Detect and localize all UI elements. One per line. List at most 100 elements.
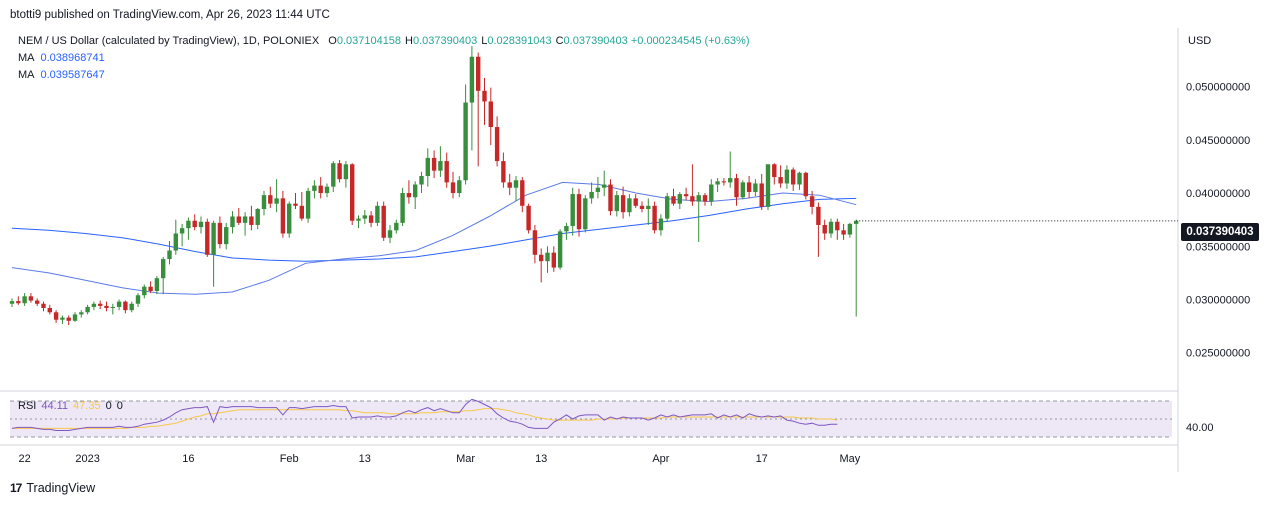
candle-body bbox=[331, 163, 336, 187]
candle-body bbox=[633, 198, 638, 206]
candle-body bbox=[135, 295, 141, 304]
candle-body bbox=[463, 102, 468, 181]
candle-body bbox=[41, 303, 46, 309]
tradingview-name: TradingView bbox=[26, 481, 96, 495]
candle-body bbox=[539, 254, 544, 262]
candle-body bbox=[583, 198, 588, 230]
candle-body bbox=[104, 305, 109, 309]
candle-body bbox=[142, 286, 147, 296]
candle-body bbox=[116, 301, 122, 307]
ma1-label: MA bbox=[18, 52, 35, 64]
candle-body bbox=[545, 252, 550, 262]
ma2-value: 0.039587647 bbox=[40, 69, 105, 81]
ohlc-value: 0.037390403 bbox=[413, 35, 478, 47]
candle-body bbox=[305, 190, 311, 219]
ohlc-value: 0.037104158 bbox=[336, 35, 402, 47]
candle-body bbox=[431, 157, 437, 171]
candle-body bbox=[450, 182, 456, 194]
ohlc-value: 0.037390403 bbox=[563, 35, 628, 47]
price-tick-label: 0.035000000 bbox=[1186, 241, 1250, 253]
candle-body bbox=[627, 198, 632, 213]
candle-body bbox=[186, 220, 191, 229]
candle-body bbox=[652, 205, 657, 231]
tradingview-brand[interactable]: 17 TradingView bbox=[10, 481, 95, 495]
candle-body bbox=[261, 195, 267, 209]
symbol-title: NEM / US Dollar (calculated by TradingVi… bbox=[18, 35, 320, 47]
candle-body bbox=[173, 233, 178, 251]
candle-body bbox=[205, 221, 210, 255]
candle-body bbox=[249, 216, 254, 225]
candle-body bbox=[797, 172, 802, 185]
candle-body bbox=[671, 196, 676, 204]
candle-body bbox=[620, 195, 626, 213]
ohlc-l: L0.028391043 bbox=[481, 35, 551, 47]
time-tick-label: 22 bbox=[18, 453, 30, 465]
ohlc-label: H bbox=[405, 35, 413, 47]
candle-body bbox=[236, 216, 241, 223]
price-tick-label: 0.045000000 bbox=[1186, 135, 1250, 147]
candle-body bbox=[557, 231, 563, 268]
ohlc-values: O0.037104158 H0.037390403 L0.028391043 C0.0… bbox=[322, 35, 631, 47]
candle-body bbox=[602, 184, 607, 188]
ma1-value: 0.038968741 bbox=[40, 52, 105, 64]
candle-body bbox=[841, 230, 846, 235]
candle-body bbox=[343, 164, 349, 180]
candle-body bbox=[564, 226, 569, 232]
candle-body bbox=[274, 198, 279, 204]
candle-body bbox=[494, 127, 500, 162]
candles bbox=[9, 46, 1178, 326]
candle-body bbox=[753, 183, 758, 192]
time-axis[interactable]: 22 2023 16 Feb 13 Mar 13 Apr 17 May bbox=[18, 453, 860, 465]
candle-body bbox=[381, 205, 386, 238]
rsi-line bbox=[11, 398, 838, 431]
candle-body bbox=[167, 250, 172, 260]
ohlc-label: C bbox=[555, 35, 564, 47]
candle-body bbox=[715, 181, 720, 185]
candle-body bbox=[778, 177, 783, 184]
price-axis[interactable]: 0.050000000 0.045000000 0.040000000 0.03500… bbox=[1186, 82, 1250, 360]
candle-body bbox=[854, 220, 859, 224]
ma1-legend: MA 0.038968741 bbox=[18, 52, 105, 64]
candle-body bbox=[368, 215, 374, 223]
rsi-param-2: 0 bbox=[116, 400, 123, 412]
candle-body bbox=[532, 230, 538, 255]
candle-body bbox=[746, 182, 752, 192]
candle-body bbox=[709, 184, 714, 202]
candle-body bbox=[217, 222, 223, 245]
candle-body bbox=[482, 90, 487, 102]
candle-body bbox=[91, 303, 97, 307]
candle-body bbox=[318, 185, 323, 194]
candle-body bbox=[847, 223, 853, 235]
candle-body bbox=[35, 300, 40, 304]
candle-body bbox=[387, 230, 393, 238]
candle-body bbox=[734, 178, 739, 198]
candle-body bbox=[513, 180, 519, 188]
candle-body bbox=[79, 312, 84, 315]
ohlc-h: H0.037390403 bbox=[405, 35, 477, 47]
ohlc-label: L bbox=[481, 35, 488, 47]
moving-averages bbox=[11, 181, 857, 295]
candle-body bbox=[60, 317, 65, 320]
candle-body bbox=[362, 215, 367, 219]
candle-body bbox=[198, 221, 204, 228]
last-price-tag: 0.037390403 bbox=[1181, 223, 1259, 241]
change-value: +0.000234545 (+0.63%) bbox=[630, 35, 750, 47]
candle-body bbox=[98, 303, 103, 306]
candle-body bbox=[646, 205, 651, 209]
candle-body bbox=[476, 56, 481, 91]
candle-body bbox=[66, 317, 71, 321]
candle-body bbox=[501, 161, 506, 183]
price-tick-label: 0.040000000 bbox=[1186, 188, 1250, 200]
candle-body bbox=[520, 180, 525, 206]
candle-body bbox=[721, 181, 727, 183]
publish-info: btotti9 published on TradingView.com, Ap… bbox=[10, 9, 330, 21]
candle-body bbox=[47, 308, 52, 313]
candle-body bbox=[696, 195, 701, 202]
candle-body bbox=[526, 205, 531, 231]
candle-body bbox=[192, 220, 197, 228]
candle-body bbox=[53, 312, 59, 320]
candle-body bbox=[224, 227, 229, 245]
time-tick-label: 13 bbox=[359, 453, 371, 465]
ma2-label: MA bbox=[18, 69, 35, 81]
